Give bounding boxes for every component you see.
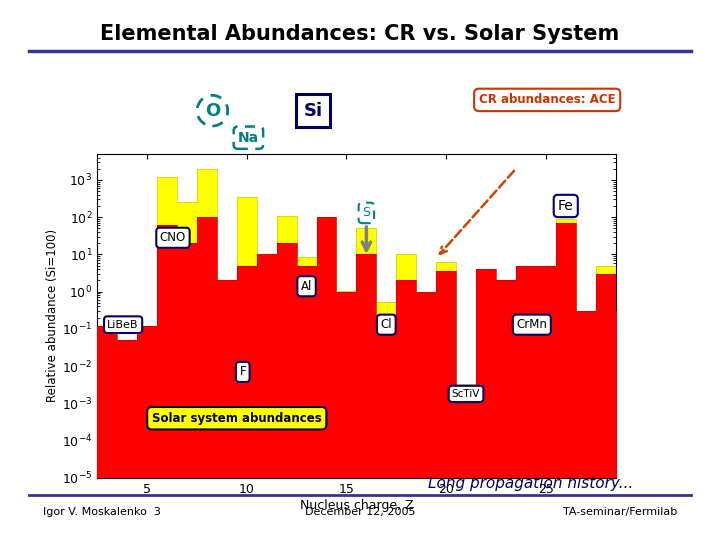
Text: Na: Na [238, 131, 259, 145]
Y-axis label: Relative abundance (Si=100): Relative abundance (Si=100) [46, 230, 59, 402]
Text: TA-seminar/Fermilab: TA-seminar/Fermilab [562, 507, 677, 517]
Text: ScTiV: ScTiV [452, 389, 480, 399]
Text: CNO: CNO [160, 231, 186, 244]
Text: O: O [204, 102, 220, 120]
Text: F: F [240, 366, 246, 379]
Text: December 12, 2005: December 12, 2005 [305, 507, 415, 517]
Text: S: S [362, 206, 371, 251]
Text: CR abundances: ACE: CR abundances: ACE [479, 93, 616, 106]
Text: Fe: Fe [558, 199, 574, 213]
Text: LiBeB: LiBeB [107, 320, 139, 330]
Text: Cl: Cl [380, 318, 392, 331]
Text: Long propagation history...: Long propagation history... [428, 476, 634, 491]
Text: Solar system abundances: Solar system abundances [152, 411, 322, 425]
Text: Si: Si [304, 102, 323, 120]
Text: Elemental Abundances: CR vs. Solar System: Elemental Abundances: CR vs. Solar Syste… [100, 24, 620, 44]
Text: Al: Al [301, 280, 312, 293]
X-axis label: Nucleus charge, Z: Nucleus charge, Z [300, 498, 413, 511]
Text: Igor V. Moskalenko  3: Igor V. Moskalenko 3 [43, 507, 161, 517]
Text: CrMn: CrMn [516, 318, 547, 331]
